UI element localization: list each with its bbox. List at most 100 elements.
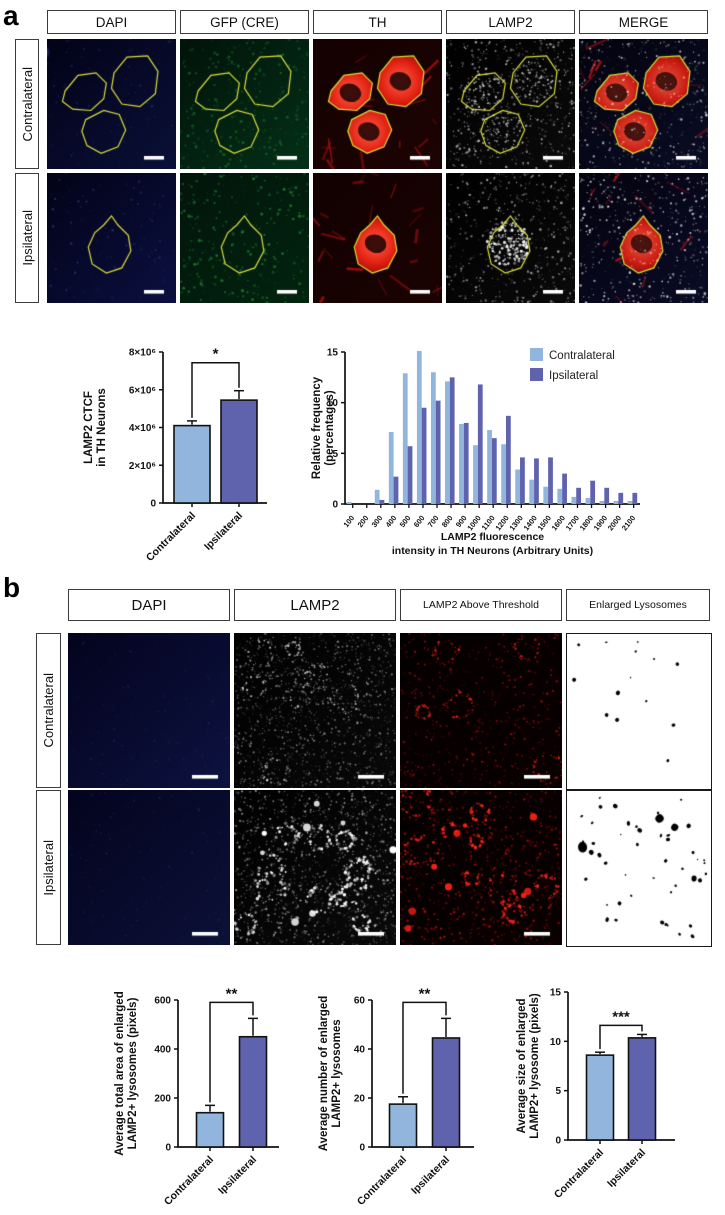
row-label-a-ipsilateral: Ipsilateral xyxy=(15,173,39,303)
svg-text:Average total area of enlarged: Average total area of enlargedLAMP2+ lys… xyxy=(114,991,139,1155)
column-header-b-dapi: DAPI xyxy=(68,589,230,621)
svg-text:40: 40 xyxy=(354,1045,366,1056)
svg-text:Average number of enlargedLAMP: Average number of enlargedLAMP2+ lysosom… xyxy=(318,996,343,1152)
row-label-b-ipsilateral: Ipsilateral xyxy=(36,790,61,945)
column-header-a-dapi: DAPI xyxy=(47,10,176,34)
svg-text:0: 0 xyxy=(332,500,338,511)
svg-text:200: 200 xyxy=(356,514,371,529)
svg-text:Contralateral: Contralateral xyxy=(355,1154,409,1208)
svg-text:200: 200 xyxy=(154,1094,171,1105)
svg-text:6×10⁶: 6×10⁶ xyxy=(129,385,156,396)
column-header-b-enlarged: Enlarged Lysosomes xyxy=(566,589,710,621)
svg-text:8×10⁶: 8×10⁶ xyxy=(129,348,156,359)
svg-text:Contralateral: Contralateral xyxy=(162,1154,216,1208)
svg-text:***: *** xyxy=(612,1008,630,1025)
micrograph-a-contralateral-merge xyxy=(579,39,708,169)
svg-text:1200: 1200 xyxy=(493,514,510,533)
svg-text:Contralateral: Contralateral xyxy=(552,1147,606,1201)
svg-text:1700: 1700 xyxy=(564,514,581,533)
chart-average-total-area: 0 200 400 600 Average total area of enlarged… xyxy=(114,985,279,1208)
svg-text:1000: 1000 xyxy=(465,514,482,533)
micrograph-b-ipsilateral-threshold xyxy=(400,790,562,945)
svg-text:1300: 1300 xyxy=(508,514,525,533)
micrograph-a-ipsilateral-gfp xyxy=(180,173,309,303)
micrograph-b-contralateral-lysosomes xyxy=(566,633,712,790)
micrograph-a-ipsilateral-th xyxy=(313,173,442,303)
svg-text:Contralateral: Contralateral xyxy=(549,350,615,362)
svg-text:0: 0 xyxy=(150,499,156,510)
micrograph-b-ipsilateral-dapi xyxy=(68,790,230,945)
svg-text:Ipsilateral: Ipsilateral xyxy=(605,1147,648,1190)
micrograph-a-contralateral-gfp xyxy=(180,39,309,169)
micrograph-b-ipsilateral-lamp2 xyxy=(234,790,396,945)
svg-text:Ipsilateral: Ipsilateral xyxy=(549,370,598,382)
svg-text:Ipsilateral: Ipsilateral xyxy=(202,510,245,553)
svg-text:4×10⁶: 4×10⁶ xyxy=(129,423,156,434)
svg-text:intensity in TH Neurons (Arbit: intensity in TH Neurons (Arbitrary Units… xyxy=(392,545,593,557)
micrograph-a-ipsilateral-dapi xyxy=(47,173,176,303)
svg-text:1400: 1400 xyxy=(522,514,539,533)
svg-text:2000: 2000 xyxy=(606,514,623,533)
column-header-a-lamp2: LAMP2 xyxy=(446,10,575,34)
svg-text:1500: 1500 xyxy=(536,514,553,533)
chart-lamp2-ctcf: 0 2×10⁶ 4×10⁶ 6×10⁶ 8×10⁶ LAMP2 CTCFin TH Neu… xyxy=(83,346,267,564)
column-header-a-th: TH xyxy=(313,10,442,34)
svg-text:400: 400 xyxy=(154,1045,171,1056)
row-label-a-contralateral-text: Contralateral xyxy=(19,66,35,142)
svg-text:Contralateral: Contralateral xyxy=(144,510,198,564)
row-label-b-contralateral: Contralateral xyxy=(36,633,61,788)
svg-text:1100: 1100 xyxy=(480,514,497,532)
svg-text:Average size of enlargedLAMP2+: Average size of enlargedLAMP2+ lysosome … xyxy=(516,993,541,1139)
row-label-a-ipsilateral-text: Ipsilateral xyxy=(19,210,35,266)
svg-text:1800: 1800 xyxy=(578,514,595,533)
svg-text:**: ** xyxy=(226,985,238,1002)
svg-text:400: 400 xyxy=(384,514,399,529)
svg-text:0: 0 xyxy=(165,1143,171,1154)
svg-text:20: 20 xyxy=(354,1094,366,1105)
svg-text:**: ** xyxy=(419,985,431,1002)
micrograph-a-contralateral-dapi xyxy=(47,39,176,169)
svg-text:600: 600 xyxy=(154,996,171,1007)
svg-text:0: 0 xyxy=(555,1136,561,1147)
panel-a-label: a xyxy=(3,0,19,31)
micrograph-a-contralateral-th xyxy=(313,39,442,169)
svg-text:Relative frequency(percentages: Relative frequency(percentages) xyxy=(311,376,336,479)
column-header-b-threshold: LAMP2 Above Threshold xyxy=(400,589,562,621)
micrograph-b-contralateral-threshold xyxy=(400,633,562,788)
svg-text:5: 5 xyxy=(332,449,338,460)
svg-text:10: 10 xyxy=(327,398,339,409)
svg-text:0: 0 xyxy=(359,1143,365,1154)
svg-text:10: 10 xyxy=(550,1037,562,1048)
svg-text:2100: 2100 xyxy=(620,514,637,533)
chart-average-size: 0 5 10 15 Average size of enlargedLAMP2+ lys… xyxy=(516,988,675,1201)
chart-lamp2-frequency-histogram: 0 5 10 15 Relative frequency(percentages) 100… xyxy=(311,348,640,557)
micrograph-b-ipsilateral-lysosomes xyxy=(566,790,712,947)
column-header-b-lamp2: LAMP2 xyxy=(234,589,396,621)
row-label-a-contralateral: Contralateral xyxy=(15,39,39,169)
micrograph-b-contralateral-lamp2 xyxy=(234,633,396,788)
svg-text:300: 300 xyxy=(370,514,385,529)
svg-text:800: 800 xyxy=(440,514,455,529)
svg-text:Ipsilateral: Ipsilateral xyxy=(409,1154,452,1197)
svg-text:100: 100 xyxy=(342,514,357,529)
column-header-a-merge: MERGE xyxy=(579,10,708,34)
svg-text:500: 500 xyxy=(398,514,413,529)
svg-text:Ipsilateral: Ipsilateral xyxy=(216,1154,259,1197)
svg-text:5: 5 xyxy=(555,1086,561,1097)
svg-text:15: 15 xyxy=(550,988,562,999)
svg-text:1600: 1600 xyxy=(550,514,567,533)
micrograph-a-ipsilateral-lamp2 xyxy=(446,173,575,303)
micrograph-a-ipsilateral-merge xyxy=(579,173,708,303)
row-label-b-ipsilateral-text: Ipsilateral xyxy=(41,839,56,896)
svg-text:600: 600 xyxy=(412,514,427,529)
chart-average-number: 0 20 40 60 Average number of enlargedLAMP2+ … xyxy=(318,985,474,1208)
svg-text:700: 700 xyxy=(426,514,441,529)
svg-text:60: 60 xyxy=(354,996,366,1007)
row-label-b-contralateral-text: Contralateral xyxy=(41,673,56,748)
svg-text:1900: 1900 xyxy=(592,514,609,533)
svg-text:*: * xyxy=(213,346,219,363)
column-header-a-gfp: GFP (CRE) xyxy=(180,10,309,34)
svg-text:LAMP2 fluorescence: LAMP2 fluorescence xyxy=(441,531,544,543)
panel-b-label: b xyxy=(3,572,21,603)
